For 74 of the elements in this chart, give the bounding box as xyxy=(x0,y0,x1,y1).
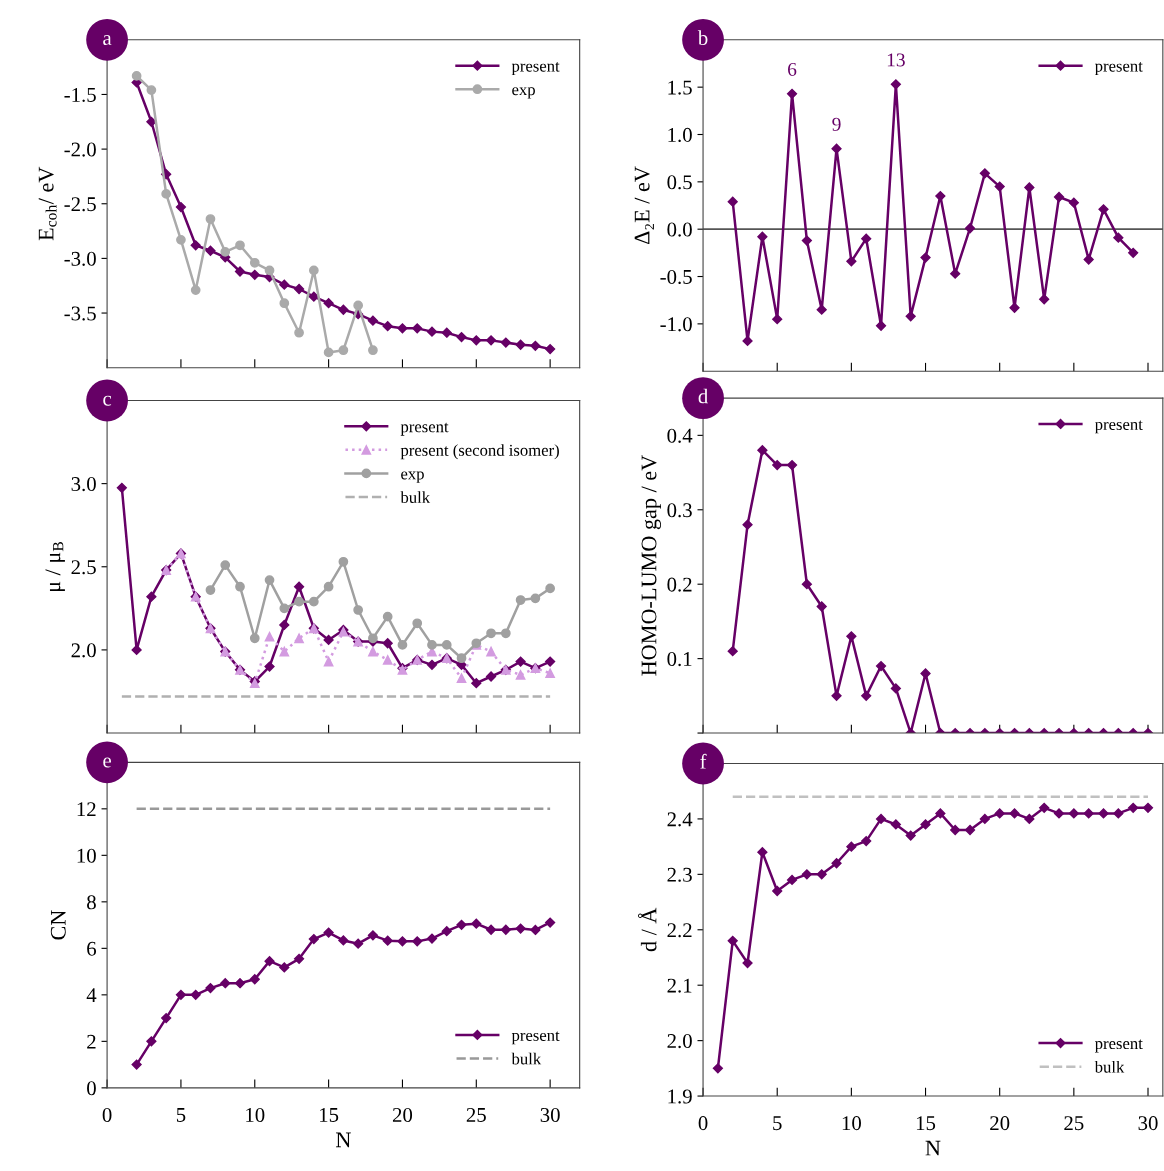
y-tick-label: -0.5 xyxy=(660,269,692,285)
annotation: 9 xyxy=(832,117,841,131)
annotation: 6 xyxy=(788,62,797,76)
x-tick-label: 25 xyxy=(1064,1116,1084,1131)
legend-label: bulk xyxy=(400,491,431,503)
x-tick-label: 5 xyxy=(773,1116,782,1131)
y-tick-label: 0.1 xyxy=(667,652,692,667)
x-axis-title: N xyxy=(925,1140,941,1156)
y-tick-label: 1.5 xyxy=(668,80,692,95)
y-tick-label: 6 xyxy=(87,941,97,956)
x-tick-label: 15 xyxy=(320,1108,339,1122)
y-tick-label: -2.5 xyxy=(64,197,96,212)
x-tick-label: 0 xyxy=(698,1116,708,1131)
x-tick-label: 30 xyxy=(540,1107,560,1122)
legend-label: present xyxy=(400,422,449,436)
y-axis-title: HOMO-LUMO gap / eV xyxy=(641,455,662,676)
legend-label: present (second isomer) xyxy=(400,444,559,460)
legend-label: present xyxy=(511,1031,560,1045)
legend-label: bulk xyxy=(1094,1060,1125,1073)
y-tick-label: 1.0 xyxy=(668,127,692,143)
x-axis-title: N xyxy=(335,1132,351,1148)
annotation: 13 xyxy=(887,53,905,67)
y-tick-label: 0 xyxy=(87,1081,96,1096)
legend-label: present xyxy=(1094,62,1143,76)
y-tick-label: 2.0 xyxy=(667,1034,692,1049)
legend-label: present xyxy=(511,62,560,76)
x-tick-label: 20 xyxy=(392,1107,413,1122)
y-tick-label: 0.0 xyxy=(667,222,692,237)
y-tick-label: 2.0 xyxy=(71,643,96,658)
annotation: b xyxy=(697,30,708,46)
legend-label: present xyxy=(1094,420,1143,434)
y-tick-label: 8 xyxy=(87,895,96,910)
y-tick-label: 2.1 xyxy=(667,978,692,993)
annotation: d xyxy=(698,388,709,404)
y-tick-label: -3.5 xyxy=(64,306,96,321)
x-tick-label: 5 xyxy=(176,1108,186,1122)
y-axis-title: Δ₂E / eV xyxy=(634,166,654,245)
y-tick-label: 0.5 xyxy=(667,175,692,190)
y-tick-label: 0.4 xyxy=(667,428,693,443)
annotation: f xyxy=(700,753,707,769)
x-tick-label: 0 xyxy=(102,1107,112,1122)
y-tick-label: -2.0 xyxy=(64,142,96,157)
x-tick-label: 10 xyxy=(246,1107,265,1122)
y-tick-label: 10 xyxy=(77,848,96,863)
annotation: c xyxy=(103,395,112,406)
annotation: e xyxy=(103,757,111,768)
legend-label: exp xyxy=(512,87,535,99)
x-tick-label: 30 xyxy=(1138,1116,1158,1131)
legend-label: exp xyxy=(401,471,424,483)
y-tick-label: 2.2 xyxy=(667,923,692,938)
y-tick-label: 4 xyxy=(86,988,97,1003)
x-tick-label: 25 xyxy=(466,1107,486,1122)
y-tick-label: 2.4 xyxy=(667,812,693,827)
x-tick-label: 15 xyxy=(916,1116,936,1131)
y-tick-label: 0.2 xyxy=(667,577,692,592)
y-tick-label: -1.0 xyxy=(660,317,692,332)
y-axis-title: CN xyxy=(50,910,66,940)
y-tick-label: 0.3 xyxy=(667,503,692,518)
y-tick-label: 3.0 xyxy=(71,477,96,492)
y-tick-label: 12 xyxy=(77,802,96,817)
y-tick-label: 2.3 xyxy=(667,867,692,882)
y-tick-label: -3.0 xyxy=(64,251,96,266)
legend-label: present xyxy=(1094,1039,1143,1053)
y-tick-label: 2 xyxy=(87,1034,96,1049)
y-tick-label: 2.5 xyxy=(71,560,96,575)
y-tick-label: 1.9 xyxy=(668,1089,692,1104)
y-tick-label: -1.5 xyxy=(64,87,96,102)
y-axis-title: E$_{coh}$/ eV xyxy=(38,166,57,241)
x-tick-label: 20 xyxy=(990,1116,1010,1131)
y-axis-title: μ / μ$_{B}$ xyxy=(45,541,65,592)
y-axis-title: d / Å xyxy=(638,907,657,952)
annotation: a xyxy=(103,35,112,46)
x-tick-label: 10 xyxy=(842,1116,861,1131)
legend-label: bulk xyxy=(511,1052,542,1065)
